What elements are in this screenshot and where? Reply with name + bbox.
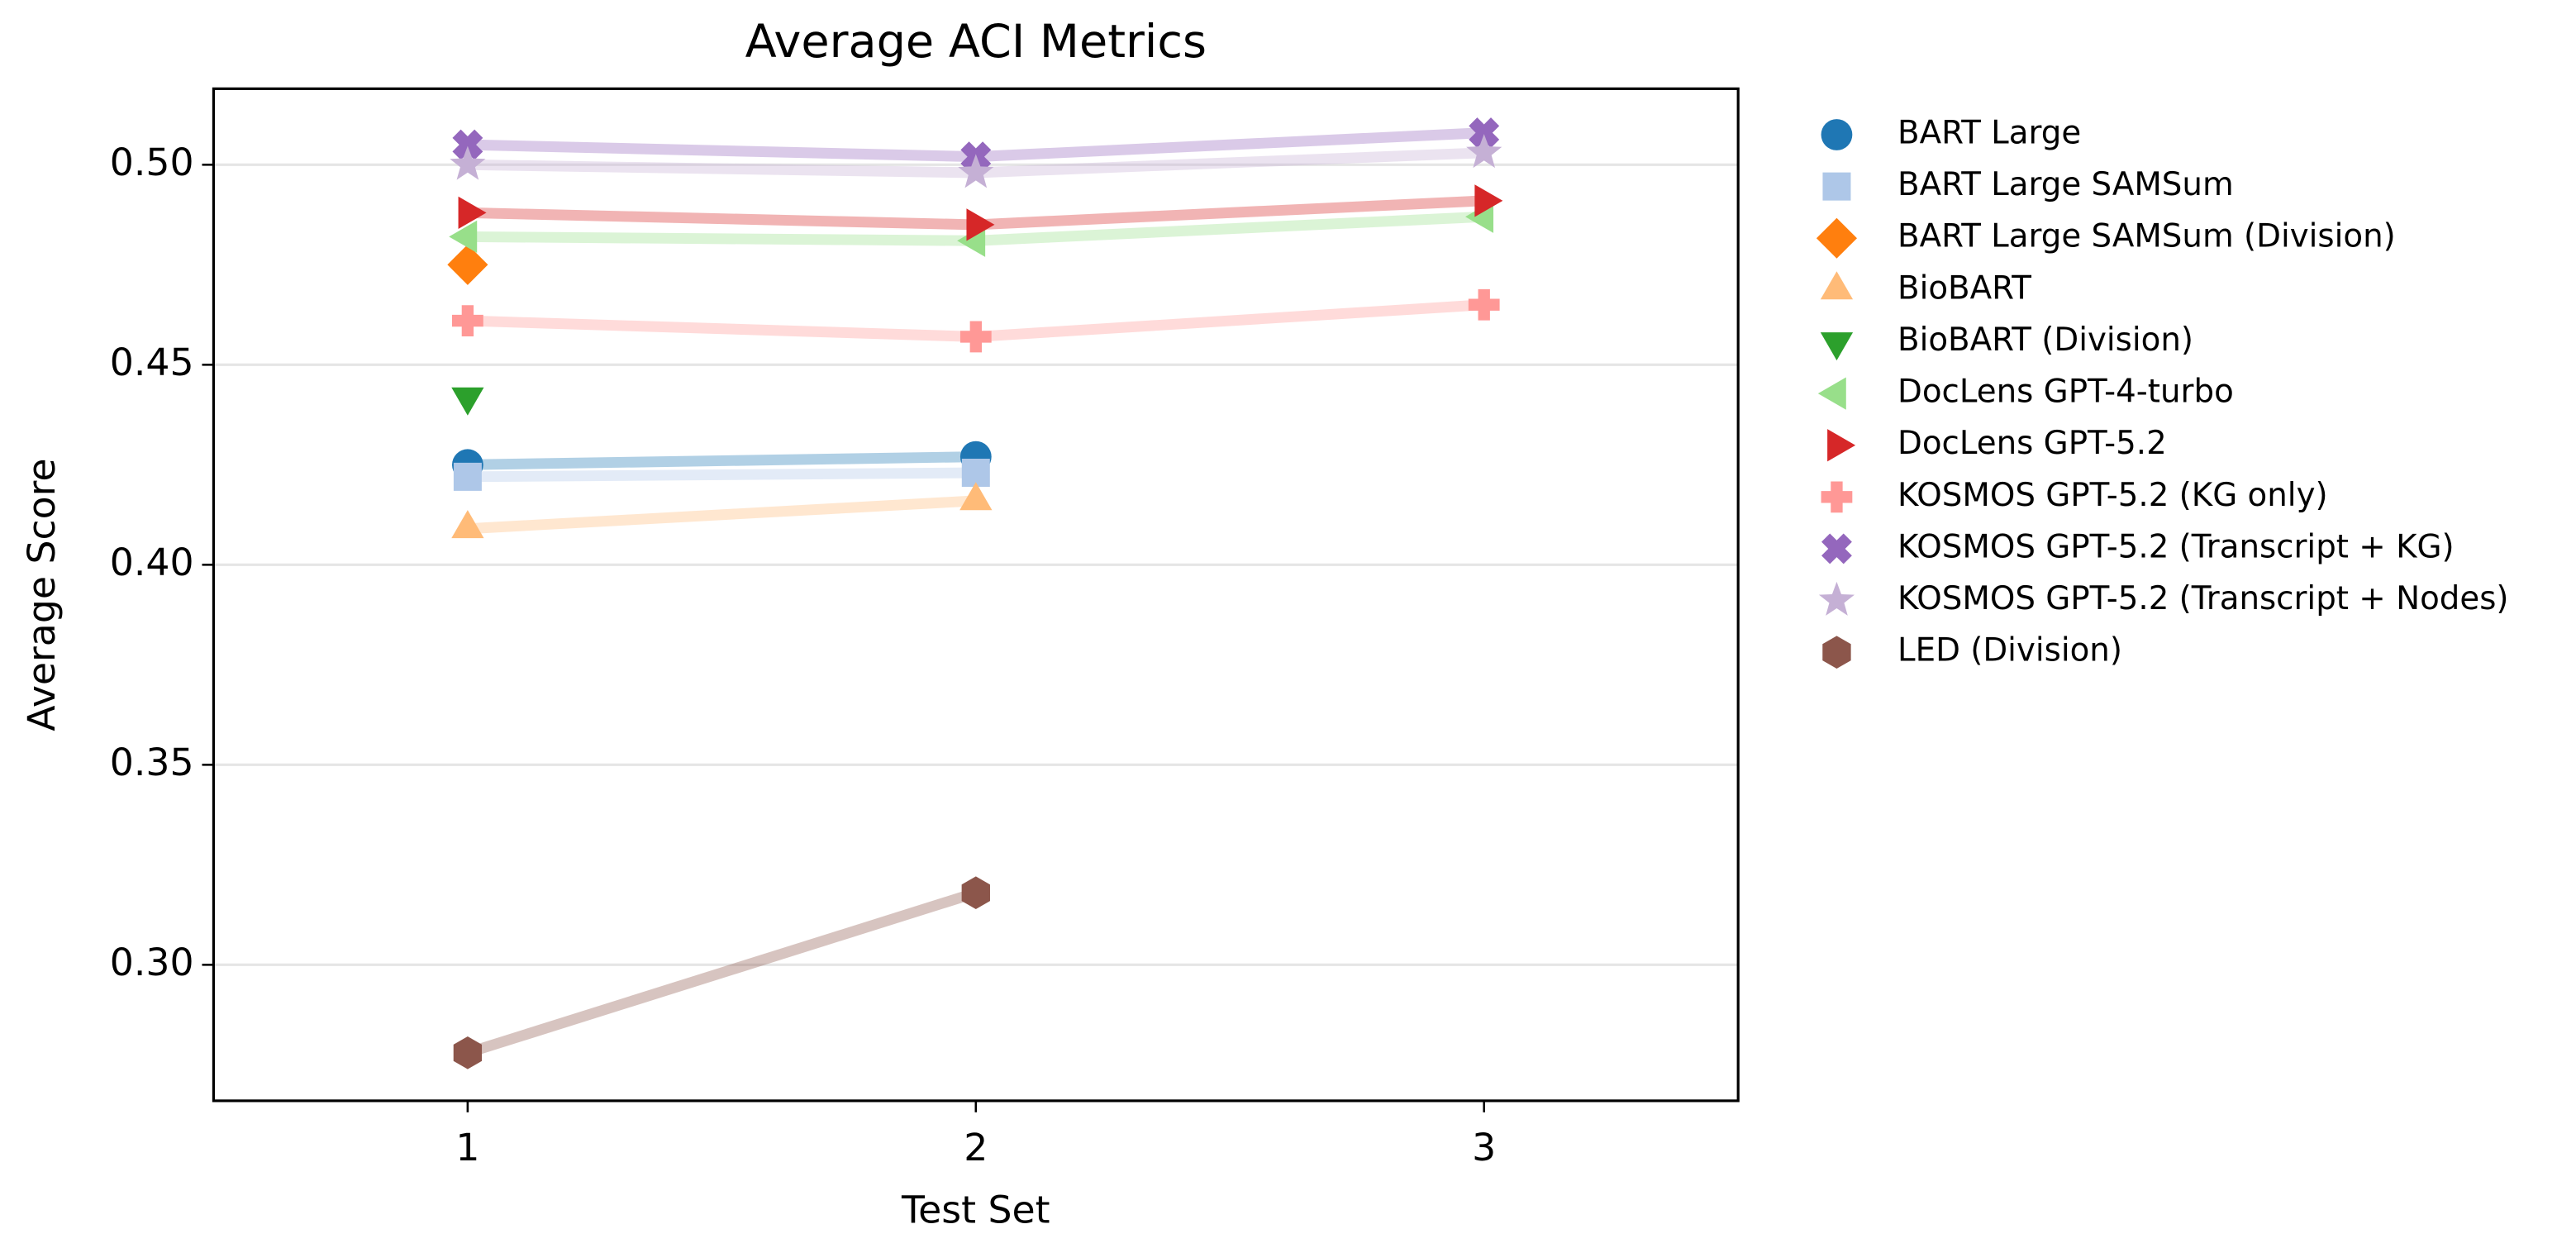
legend-marker: [1827, 429, 1856, 462]
legend-marker: [1821, 119, 1853, 150]
data-point: [453, 462, 482, 491]
data-point: [966, 208, 995, 241]
data-point: [451, 387, 484, 416]
data-point: [958, 154, 994, 188]
data-point: [453, 1036, 483, 1069]
series-line: [465, 888, 978, 1058]
data-point: [450, 145, 486, 180]
series-line: [467, 451, 976, 470]
data-point: [447, 244, 488, 285]
series-line: [467, 467, 976, 483]
legend-marker: [1822, 172, 1851, 201]
data-point: [449, 220, 478, 254]
data-point: [452, 129, 483, 160]
legend-marker: [1822, 636, 1851, 669]
y-axis-label: Average Score: [20, 458, 64, 731]
data-point: [959, 321, 992, 353]
legend-label: KOSMOS GPT-5.2 (Transcript + Nodes): [1897, 580, 2509, 617]
data-point: [451, 510, 484, 539]
data-point: [1466, 134, 1502, 169]
data-point: [959, 482, 993, 511]
y-tick-label: 0.40: [110, 541, 194, 584]
legend-marker: [1820, 271, 1854, 300]
x-tick-label: 2: [964, 1126, 988, 1169]
legend-label: BioBART (Division): [1897, 322, 2193, 359]
legend-label: DocLens GPT-5.2: [1897, 425, 2167, 462]
data-point: [1468, 288, 1500, 321]
x-axis-label: Test Set: [901, 1188, 1050, 1232]
legend-label: KOSMOS GPT-5.2 (Transcript + KG): [1897, 528, 2455, 565]
data-point: [458, 196, 487, 230]
x-tick-label: 1: [455, 1126, 479, 1169]
legend-label: LED (Division): [1897, 632, 2122, 669]
plot-frame: [212, 87, 1740, 1103]
legend-label: KOSMOS GPT-5.2 (KG only): [1897, 477, 2328, 514]
lines: [465, 127, 1485, 1058]
legend-marker: [1816, 217, 1858, 259]
legend-marker: [1820, 332, 1854, 361]
legend-marker: [1821, 533, 1852, 564]
x-tick-label: 3: [1472, 1126, 1496, 1169]
legend-label: BART Large: [1897, 115, 2081, 152]
y-tick-label: 0.30: [110, 941, 194, 984]
legend-marker: [1818, 581, 1855, 616]
data-point: [452, 305, 483, 336]
y-tick-label: 0.50: [110, 141, 194, 184]
data-point: [1469, 117, 1500, 149]
legend-label: BART Large SAMSum: [1897, 166, 2234, 203]
legend-label: DocLens GPT-4-turbo: [1897, 374, 2234, 411]
series-line: [467, 495, 977, 535]
legend-label: BioBART: [1897, 269, 2031, 307]
legend-marker: [1821, 481, 1853, 513]
data-point: [1474, 184, 1503, 217]
y-tick-label: 0.45: [110, 341, 194, 384]
data-point: [961, 458, 990, 487]
chart-title: Average ACI Metrics: [745, 15, 1207, 69]
legend-marker: [1817, 377, 1846, 410]
markers: [447, 117, 1503, 1069]
data-point: [961, 876, 990, 910]
y-tick-label: 0.35: [110, 741, 194, 784]
legend-label: BART Large SAMSum (Division): [1897, 218, 2396, 255]
